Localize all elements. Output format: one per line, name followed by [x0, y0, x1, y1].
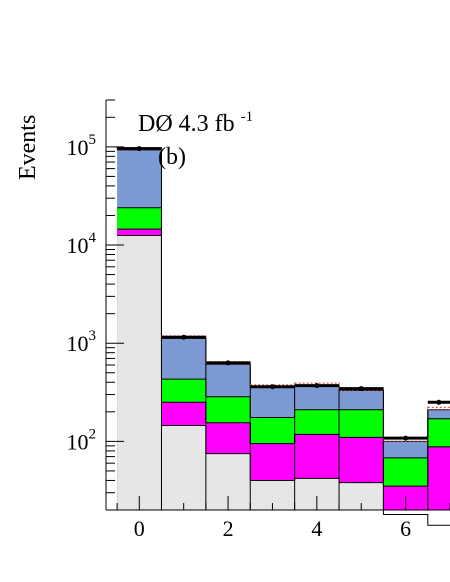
data-point-2: [225, 360, 231, 366]
experiment-label-main: DØ 4.3 fb: [138, 111, 235, 137]
y-tick-label-100000: 105: [67, 132, 97, 160]
bar-series0-bin1: [161, 425, 206, 510]
data-point-5: [358, 386, 364, 392]
x-tick-label-2: 2: [223, 516, 234, 541]
uncertainty-band-bin7: [427, 406, 450, 411]
y-tick-exponent: 2: [89, 426, 97, 442]
data-point-1: [181, 334, 187, 340]
y-tick-exponent: 4: [89, 230, 97, 246]
y-tick-label-100: 102: [67, 426, 97, 454]
data-points: [117, 146, 450, 441]
uncertainty-band-bin6: [382, 438, 429, 442]
data-point-0: [136, 146, 142, 152]
y-tick-base: 10: [67, 233, 89, 258]
panel-label: (b): [158, 144, 186, 170]
data-point-7: [436, 399, 442, 405]
y-tick-exponent: 3: [89, 328, 97, 344]
x-tick-label-0: 0: [134, 516, 145, 541]
bar-series0-bin0: [117, 235, 162, 510]
data-point-4: [314, 383, 320, 389]
y-tick-exponent: 5: [89, 132, 97, 148]
y-tick-base: 10: [67, 135, 89, 160]
y-tick-label-10000: 104: [67, 230, 97, 258]
bar-series1-bin7: [427, 446, 450, 510]
data-point-6: [403, 435, 409, 441]
y-tick-label-1000: 103: [67, 328, 97, 356]
x-tick-label-6: 6: [400, 516, 411, 541]
x-tick-label-4: 4: [311, 516, 322, 541]
data-point-3: [269, 384, 275, 390]
y-tick-base: 10: [67, 331, 89, 356]
experiment-label-sup: -1: [241, 109, 254, 125]
y-axis-label: Events: [15, 115, 41, 180]
y-tick-base: 10: [67, 429, 89, 454]
experiment-label: DØ 4.3 fb -1: [138, 109, 253, 137]
